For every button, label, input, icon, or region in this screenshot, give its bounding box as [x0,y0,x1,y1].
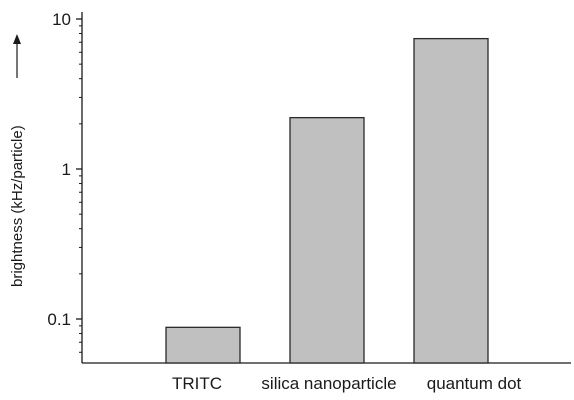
bar-quantum-dot [413,37,489,364]
bar-silica-nanoparticle [289,116,365,364]
labels-layer: 0.1 1 10 TRITC silica nanoparticle quantum do… [47,10,521,393]
bar-tritc [165,326,241,364]
bars-layer [165,37,489,364]
y-axis-title: brightness (kHz/particle) [9,125,26,287]
y-tick-label: 10 [52,10,71,29]
y-tick-label: 1 [62,160,71,179]
y-arrow-head [13,34,21,44]
x-category-label: TRITC [172,374,222,393]
y-axis-arrow-icon [13,34,21,78]
y-tick-label: 0.1 [47,310,71,329]
x-category-label: silica nanoparticle [261,374,396,393]
x-category-label: quantum dot [427,374,522,393]
